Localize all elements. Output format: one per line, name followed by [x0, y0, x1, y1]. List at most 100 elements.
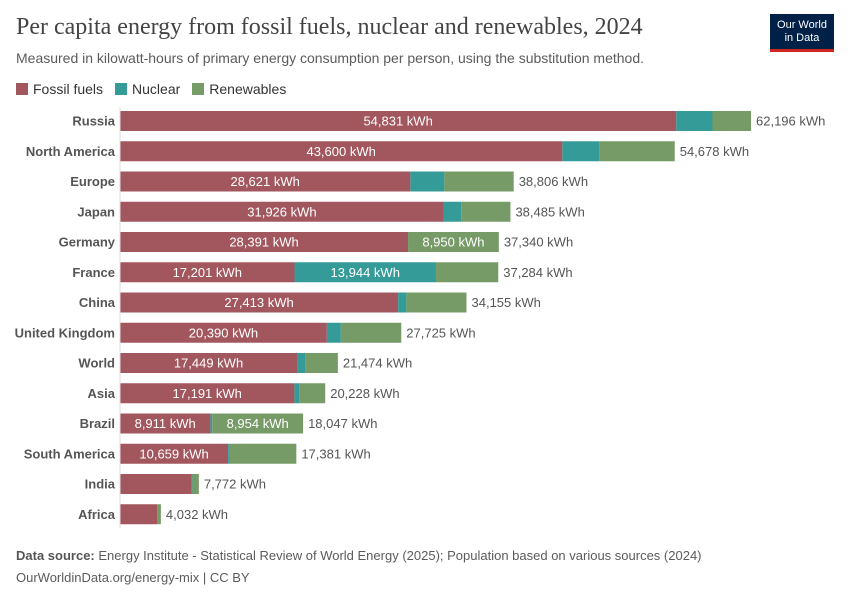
bar-fossil-fuels[interactable]	[120, 443, 229, 464]
bar-nuclear[interactable]	[326, 322, 341, 343]
total-label: 20,228 kWh	[330, 386, 399, 401]
bar-renewables[interactable]	[192, 474, 199, 494]
category-label: France	[72, 265, 115, 280]
legend-item-nuclear[interactable]: Nuclear	[115, 81, 180, 97]
bar-chart: Russia 54,831 kWh 62,196 kWh North America 4…	[15, 107, 825, 529]
category-label: World	[78, 356, 115, 371]
total-label: 21,474 kWh	[343, 356, 412, 371]
bar-fossil-fuels[interactable]	[120, 474, 192, 494]
bar-nuclear[interactable]	[228, 443, 230, 464]
legend-swatch	[192, 83, 205, 95]
category-label: South America	[24, 446, 116, 461]
bar-fossil-fuels[interactable]	[120, 292, 399, 313]
bar-nuclear[interactable]	[297, 353, 306, 373]
data-label: 20,390 kWh	[189, 325, 258, 340]
total-label: 34,155 kWh	[472, 295, 541, 310]
bar-nuclear[interactable]	[210, 413, 213, 434]
bar-fossil-fuels[interactable]	[120, 111, 677, 131]
total-label: 37,340 kWh	[504, 235, 573, 250]
category-label: India	[85, 477, 116, 492]
legend-label: Nuclear	[132, 81, 181, 97]
category-label: Germany	[59, 235, 116, 250]
total-label: 7,772 kWh	[204, 477, 266, 492]
bar-renewables[interactable]	[435, 262, 499, 283]
bar-renewables[interactable]	[406, 292, 467, 313]
category-label: China	[79, 295, 116, 310]
bar-renewables[interactable]	[157, 504, 161, 525]
bar-renewables[interactable]	[408, 232, 499, 252]
total-label: 37,284 kWh	[503, 265, 572, 280]
bar-fossil-fuels[interactable]	[120, 353, 298, 373]
data-label: 28,391 kWh	[229, 235, 298, 250]
footer-url[interactable]: OurWorldinData.org/energy-mix | CC BY	[16, 570, 250, 585]
total-label: 18,047 kWh	[308, 416, 377, 431]
bar-nuclear[interactable]	[294, 383, 300, 404]
total-label: 4,032 kWh	[166, 507, 228, 522]
bar-renewables[interactable]	[299, 383, 326, 404]
bar-nuclear[interactable]	[676, 111, 713, 131]
bar-nuclear[interactable]	[191, 474, 193, 494]
category-label: Africa	[78, 507, 116, 522]
bar-fossil-fuels[interactable]	[120, 232, 409, 252]
data-label: 17,191 kWh	[173, 386, 242, 401]
total-label: 38,806 kWh	[519, 174, 588, 189]
category-label: Russia	[72, 114, 115, 129]
bar-nuclear[interactable]	[294, 262, 436, 283]
category-label: North America	[26, 144, 116, 159]
bar-renewables[interactable]	[212, 413, 304, 434]
bar-fossil-fuels[interactable]	[120, 413, 211, 434]
bar-renewables[interactable]	[340, 322, 402, 343]
total-label: 54,678 kWh	[680, 144, 749, 159]
bar-renewables[interactable]	[444, 171, 514, 192]
source-text: Energy Institute - Statistical Review of…	[98, 548, 702, 563]
category-label: Brazil	[80, 416, 115, 431]
bar-fossil-fuels[interactable]	[120, 201, 444, 222]
data-label: 13,944 kWh	[331, 265, 400, 280]
legend-label: Renewables	[209, 81, 287, 97]
bar-fossil-fuels[interactable]	[120, 171, 411, 192]
bar-fossil-fuels[interactable]	[120, 141, 563, 162]
data-label: 54,831 kWh	[363, 114, 432, 129]
data-label: 10,659 kWh	[139, 446, 208, 461]
data-label: 8,950 kWh	[422, 235, 484, 250]
bar-nuclear[interactable]	[443, 201, 462, 222]
data-label: 8,911 kWh	[135, 416, 196, 431]
data-label: 17,201 kWh	[173, 265, 242, 280]
data-source: Data source: Energy Institute - Statisti…	[16, 548, 702, 563]
data-label: 17,449 kWh	[174, 356, 243, 371]
bar-fossil-fuels[interactable]	[120, 383, 295, 404]
bar-fossil-fuels[interactable]	[120, 262, 295, 283]
category-label: Japan	[77, 204, 115, 219]
legend-item-fossil-fuels[interactable]: Fossil fuels	[16, 81, 103, 97]
source-label: Data source:	[16, 548, 95, 563]
bar-fossil-fuels[interactable]	[120, 322, 327, 343]
total-label: 27,725 kWh	[406, 325, 475, 340]
bar-renewables[interactable]	[712, 111, 751, 131]
owid-logo[interactable]: Our World in Data	[770, 14, 834, 52]
legend-label: Fossil fuels	[33, 81, 104, 97]
bar-renewables[interactable]	[461, 201, 511, 222]
bar-nuclear[interactable]	[562, 141, 600, 162]
data-label: 8,954 kWh	[227, 416, 289, 431]
total-label: 62,196 kWh	[756, 114, 825, 129]
data-label: 31,926 kWh	[247, 204, 316, 219]
data-label: 27,413 kWh	[224, 295, 293, 310]
bar-renewables[interactable]	[229, 443, 297, 464]
category-label: United Kingdom	[15, 325, 115, 340]
chart-title: Per capita energy from fossil fuels, nuc…	[16, 14, 643, 40]
category-label: Europe	[70, 174, 115, 189]
category-label: Asia	[88, 386, 116, 401]
total-label: 17,381 kWh	[301, 446, 370, 461]
chart-subtitle: Measured in kilowatt-hours of primary en…	[16, 50, 644, 66]
legend-item-renewables[interactable]: Renewables	[192, 81, 286, 97]
bar-renewables[interactable]	[599, 141, 675, 162]
bar-fossil-fuels[interactable]	[120, 504, 158, 525]
legend-swatch	[16, 83, 28, 95]
data-label: 28,621 kWh	[230, 174, 299, 189]
bar-renewables[interactable]	[305, 353, 338, 373]
bar-nuclear[interactable]	[398, 292, 407, 313]
legend-swatch	[115, 83, 128, 95]
data-label: 43,600 kWh	[306, 144, 375, 159]
legend: Fossil fuels Nuclear Renewables	[16, 81, 286, 97]
bar-nuclear[interactable]	[410, 171, 445, 192]
